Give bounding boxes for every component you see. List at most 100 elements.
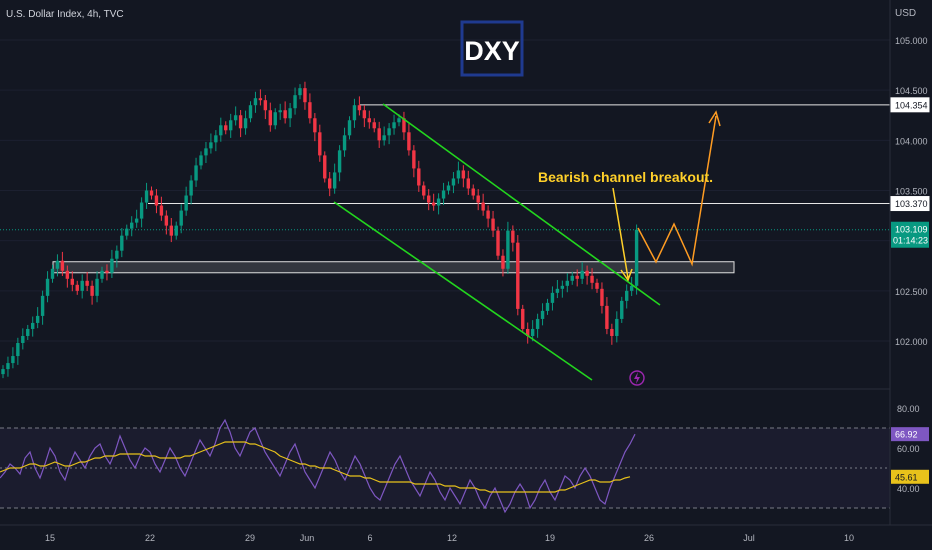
- projection-path: [637, 115, 717, 267]
- candle-body: [31, 322, 35, 329]
- time-tick-label: 29: [245, 533, 255, 543]
- candle-body: [45, 278, 50, 296]
- candle-body: [154, 195, 159, 206]
- candle-body: [238, 115, 243, 129]
- candle-body: [486, 210, 490, 219]
- time-tick-label: Jul: [743, 533, 755, 543]
- candle-body: [605, 305, 609, 329]
- chart-title: DXY: [464, 36, 520, 66]
- level-label-upper: 104.354: [895, 100, 928, 110]
- channel-lower-line: [333, 201, 593, 381]
- candle-body: [298, 88, 302, 96]
- candle-body: [323, 155, 327, 179]
- candle-body: [422, 185, 426, 196]
- candle-body: [55, 260, 60, 269]
- candle-body: [620, 300, 624, 319]
- candle-body: [288, 108, 292, 119]
- time-tick-label: 6: [367, 533, 372, 543]
- candle-body: [130, 222, 134, 229]
- candle-body: [35, 315, 40, 323]
- rsi-ma-line: [0, 441, 631, 493]
- breakout-annotation: Bearish channel breakout.: [538, 169, 713, 185]
- candle-body: [570, 275, 574, 281]
- candle-body: [600, 288, 604, 306]
- candle-body: [100, 270, 104, 279]
- last-price-badge: [891, 221, 929, 248]
- candle-body: [204, 148, 208, 156]
- candle-body: [476, 195, 480, 203]
- candle-body: [233, 115, 238, 121]
- lightning-icon[interactable]: [629, 370, 645, 386]
- candle-body: [110, 258, 114, 273]
- candle-body: [268, 110, 272, 126]
- rsi-ma-label: 45.61: [895, 472, 918, 482]
- candle-body: [387, 128, 391, 136]
- candle-body: [209, 142, 213, 149]
- candle-body: [70, 278, 74, 285]
- candle-body: [496, 230, 500, 256]
- last-price-label: 103.109: [895, 225, 928, 235]
- candle-body: [224, 125, 228, 131]
- candle-body: [615, 318, 619, 336]
- time-tick-label: 12: [447, 533, 457, 543]
- rsi-value-label: 66.92: [895, 430, 918, 440]
- candle-body: [248, 105, 253, 119]
- candle-body: [625, 290, 629, 301]
- candle-body: [134, 218, 139, 223]
- candle-body: [530, 328, 535, 336]
- candle-body: [214, 135, 218, 143]
- price-tick-label: 102.000: [895, 337, 928, 347]
- candle-body: [50, 268, 55, 279]
- candle-body: [367, 118, 371, 123]
- candle-body: [308, 102, 312, 119]
- rsi-tick-label: 80.00: [897, 404, 920, 414]
- candle-body: [545, 302, 550, 311]
- rsi-line: [0, 418, 636, 514]
- price-grid: [0, 39, 890, 342]
- candle-body: [149, 190, 154, 196]
- candle-body: [164, 215, 169, 226]
- time-tick-label: 10: [844, 533, 854, 543]
- time-tick-label: Jun: [300, 533, 315, 543]
- candle-body: [580, 270, 584, 279]
- price-tick-label: 102.500: [895, 287, 928, 297]
- price-tick-label: 105.000: [895, 36, 928, 46]
- candle-body: [159, 205, 164, 216]
- title-box: [460, 20, 524, 77]
- candle-body: [258, 98, 263, 101]
- candle-body: [506, 230, 510, 269]
- candle-body: [610, 328, 614, 336]
- level-label-middle-bg: [890, 196, 930, 212]
- candle-body: [441, 190, 446, 199]
- candle-body: [80, 280, 84, 291]
- time-tick-label: 15: [45, 533, 55, 543]
- candle-body: [303, 88, 307, 103]
- candle-body: [357, 105, 362, 111]
- candle-body: [174, 225, 178, 236]
- candle-body: [377, 128, 381, 141]
- candle-body: [40, 295, 45, 316]
- rsi-ma-badge: [891, 469, 929, 484]
- candle-body: [120, 235, 124, 251]
- candle-body: [585, 270, 589, 276]
- rsi-tick-label: 60.00: [897, 444, 920, 454]
- annotation-arrow-head: [620, 268, 633, 282]
- channel-upper-line: [382, 103, 661, 306]
- rsi-value-badge: [891, 427, 929, 442]
- candle-body: [511, 230, 515, 243]
- level-label-upper-bg: [890, 97, 930, 113]
- candle-body: [169, 225, 173, 236]
- candle-body: [466, 178, 470, 189]
- candle-body: [293, 95, 297, 109]
- price-tick-label: 103.500: [895, 187, 928, 197]
- candle-body: [397, 118, 401, 123]
- candles: [1, 81, 639, 379]
- candle-body: [560, 285, 565, 289]
- rsi-tick-label: 40.00: [897, 484, 920, 494]
- candle-body: [115, 250, 119, 259]
- candle-body: [11, 356, 15, 364]
- candle-body: [446, 185, 451, 191]
- candle-body: [95, 278, 99, 296]
